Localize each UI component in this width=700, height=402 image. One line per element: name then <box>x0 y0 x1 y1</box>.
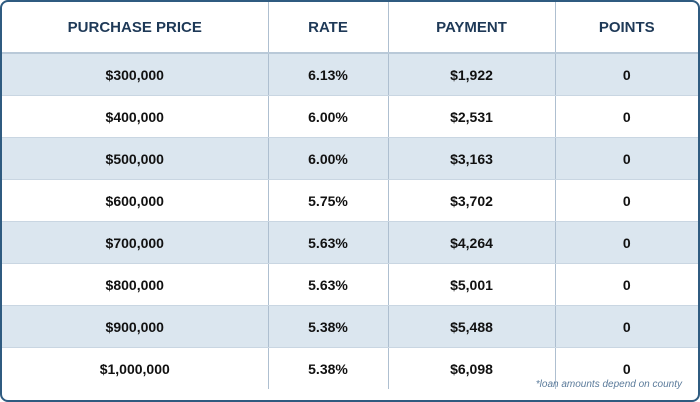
table-cell: $300,000 <box>2 53 268 96</box>
table-cell: 5.63% <box>267 263 388 306</box>
table-cell: 5.38% <box>267 305 388 348</box>
table-cell: 6.00% <box>267 137 388 180</box>
table-cell: 5.75% <box>267 179 388 222</box>
column-header: PURCHASE PRICE <box>2 2 268 54</box>
table-cell: $6,098 <box>387 347 555 389</box>
table-cell: 0 <box>554 179 698 222</box>
table-cell: $1,922 <box>387 53 555 96</box>
table-cell: $5,488 <box>387 305 555 348</box>
table-cell: 5.63% <box>267 221 388 264</box>
table-cell: $700,000 <box>2 221 268 264</box>
table-cell: 6.00% <box>267 95 388 138</box>
rate-table: PURCHASE PRICE RATE PAYMENT POINTS $300,000… <box>2 2 698 389</box>
table-cell: 0 <box>554 347 698 389</box>
table-cell: $5,001 <box>387 263 555 306</box>
table-cell: $4,264 <box>387 221 555 264</box>
table-row: $900,000 5.38% $5,488 0 <box>2 305 698 348</box>
table-cell: 0 <box>554 305 698 348</box>
column-header: PAYMENT <box>387 2 555 54</box>
table-row: $500,000 6.00% $3,163 0 <box>2 137 698 180</box>
table-cell: 0 <box>554 263 698 306</box>
table-cell: $500,000 <box>2 137 268 180</box>
table-row: $700,000 5.63% $4,264 0 <box>2 221 698 264</box>
table-row: $1,000,000 5.38% $6,098 0 <box>2 347 698 389</box>
table-cell: $800,000 <box>2 263 268 306</box>
table-row: $600,000 5.75% $3,702 0 <box>2 179 698 222</box>
table-cell: 0 <box>554 53 698 96</box>
table-body: $300,000 6.13% $1,922 0 $400,000 6.00% $2,531 0… <box>2 53 698 389</box>
table-cell: $600,000 <box>2 179 268 222</box>
table-cell: 5.38% <box>267 347 388 389</box>
table-cell: 0 <box>554 137 698 180</box>
footnote: *loan amounts depend on county <box>535 379 682 390</box>
table-cell: 0 <box>554 95 698 138</box>
table-row: $300,000 6.13% $1,922 0 <box>2 53 698 96</box>
table-cell: 6.13% <box>267 53 388 96</box>
table-cell: $400,000 <box>2 95 268 138</box>
table-cell: 0 <box>554 221 698 264</box>
header-row: PURCHASE PRICE RATE PAYMENT POINTS <box>2 2 698 54</box>
column-header: POINTS <box>554 2 698 54</box>
table-cell: $2,531 <box>387 95 555 138</box>
table-cell: $3,163 <box>387 137 555 180</box>
table-cell: $1,000,000 <box>99 360 170 377</box>
table-row: $400,000 6.00% $2,531 0 <box>2 95 698 138</box>
column-header: RATE <box>267 2 388 54</box>
table-row: $800,000 5.63% $5,001 0 <box>2 263 698 306</box>
table-cell: $900,000 <box>2 305 268 348</box>
table-cell: $3,702 <box>387 179 555 222</box>
